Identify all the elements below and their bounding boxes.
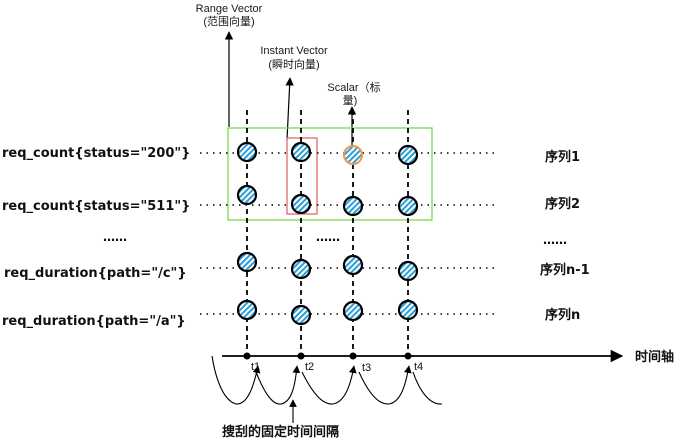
series-label-4: 序列n — [545, 307, 580, 323]
sample-r2-t1 — [236, 184, 258, 206]
sample-r3-t1 — [236, 251, 258, 273]
ellipsis-right: …… — [543, 233, 567, 247]
tick-label-t1: t1 — [251, 361, 260, 373]
scalar-title: Scalar（标 — [327, 80, 380, 94]
tick-label-t3: t3 — [362, 362, 371, 374]
scrape-curve-3 — [358, 365, 412, 405]
series-labels: 序列1 序列2 序列n-1 序列n — [540, 149, 590, 323]
instant-vector-title: Instant Vector — [260, 45, 328, 57]
series-name-4: req_duration{path="/a"} — [2, 314, 186, 329]
sample-r1-t2 — [290, 141, 312, 163]
sample-r2-t3 — [342, 195, 364, 217]
range-vector-subtitle: (范围向量) — [203, 14, 254, 28]
sample-r2-t2 — [290, 193, 312, 215]
range-vector-annotation: Range Vector (范围向量) — [196, 3, 263, 28]
tick-label-t4: t4 — [414, 361, 423, 373]
time-axis-label: 时间轴 — [635, 349, 674, 365]
range-vector-box — [227, 127, 433, 221]
sample-r3-t3 — [342, 254, 364, 276]
sample-r2-t4 — [397, 195, 419, 217]
scrape-curve-4 — [412, 371, 443, 405]
sample-r4-t3 — [342, 300, 364, 322]
sample-r4-t1 — [236, 299, 258, 321]
scrape-curve-1 — [255, 365, 301, 405]
scalar-annotation: Scalar（标 量) — [327, 80, 380, 107]
sample-r3-t4 — [397, 260, 419, 282]
series-label-3: 序列n-1 — [540, 262, 590, 278]
series-names: req_count{status="200"} req_count{status… — [2, 146, 190, 329]
scalar-sample — [343, 145, 363, 165]
series-name-1: req_count{status="200"} — [2, 146, 190, 161]
tick-label-t2: t2 — [305, 361, 314, 373]
scrape-curve-2 — [301, 365, 357, 405]
instant-vector-annotation: Instant Vector (瞬时向量) — [260, 45, 328, 71]
bottom-caption: 搜刮的固定时间间隔 — [222, 424, 339, 440]
time-ticks: t1 t2 t3 t4 — [251, 361, 423, 374]
instant-vector-arrow — [285, 77, 294, 141]
series-name-2: req_count{status="511"} — [2, 199, 190, 214]
series-label-1: 序列1 — [545, 149, 580, 165]
ellipsis-left: …… — [103, 230, 127, 244]
sample-r1-t4 — [397, 144, 419, 166]
sample-r4-t4 — [397, 299, 419, 321]
scrape-interval-curves — [211, 355, 443, 405]
sample-r3-t2 — [290, 258, 312, 280]
series-rows — [200, 141, 495, 326]
scrape-curve-0 — [211, 355, 261, 405]
ellipsis-middle: …… — [316, 230, 340, 244]
series-name-3: req_duration{path="/c"} — [4, 266, 187, 281]
sample-r1-t1 — [236, 141, 258, 163]
range-vector-title: Range Vector — [196, 3, 263, 15]
sample-r4-t2 — [290, 304, 312, 326]
scalar-subtitle: 量) — [343, 94, 358, 107]
series-label-2: 序列2 — [545, 196, 580, 212]
instant-vector-subtitle: (瞬时向量) — [268, 57, 319, 71]
